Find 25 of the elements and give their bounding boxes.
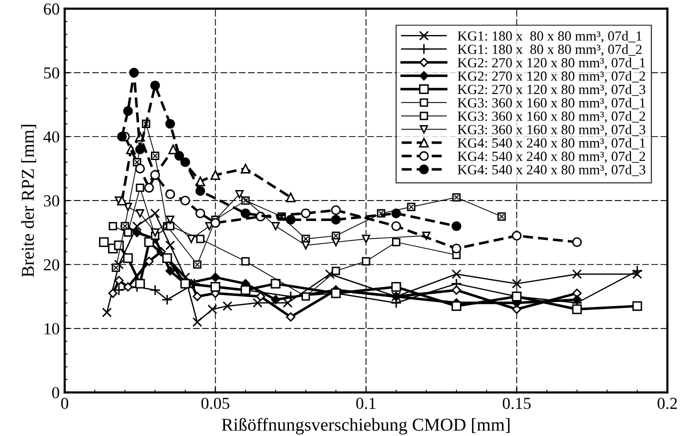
y-axis-title: Breite der RPZ [mm]	[21, 124, 36, 278]
y-tick-label: 40	[43, 131, 60, 143]
x-tick-label: 0.2	[658, 398, 677, 410]
x-axis-title: Rißöffnungsverschiebung CMOD [mm]	[222, 418, 510, 435]
legend-label: KG4: 540 x 240 x 80 mm³, 07d_3	[458, 164, 646, 176]
x-tick-label: 0.1	[356, 398, 376, 410]
y-tick-label: 10	[44, 323, 60, 334]
legend-label: KG3: 360 x 160 x 80 mm³, 07d_2	[458, 111, 646, 123]
legend-label: KG2: 270 x 120 x 80 mm³, 07d_2	[458, 71, 646, 83]
x-tick-label: 0	[61, 398, 68, 409]
legend-label: KG2: 270 x 120 x 80 mm³, 07d_3	[458, 84, 646, 96]
y-tick-label: 30	[44, 195, 60, 207]
y-tick-label: 50	[44, 67, 60, 79]
legend-label: KG2: 270 x 120 x 80 mm³, 07d_1	[458, 58, 646, 70]
legend-label: KG4: 540 x 240 x 80 mm³, 07d_2	[458, 151, 646, 164]
legend-label: KG1: 180 x 80 x 80 mm³, 07d_2	[458, 44, 642, 56]
legend-label: KG4: 540 x 240 x 80 mm³, 07d_1	[458, 138, 646, 150]
y-tick-label: 60	[44, 3, 60, 15]
legend-label: KG3: 360 x 160 x 80 mm³, 07d_1	[458, 98, 646, 110]
y-tick-label: 20	[44, 259, 60, 270]
y-tick-label: 0	[52, 387, 60, 398]
x-tick-label: 0.15	[502, 398, 531, 410]
legend-label: KG3: 360 x 160 x 80 mm³, 07d_3	[458, 124, 646, 136]
legend-label: KG1: 180 x 80 x 80 mm³, 07d_1	[458, 30, 642, 43]
x-tick-label: 0.05	[201, 398, 230, 410]
